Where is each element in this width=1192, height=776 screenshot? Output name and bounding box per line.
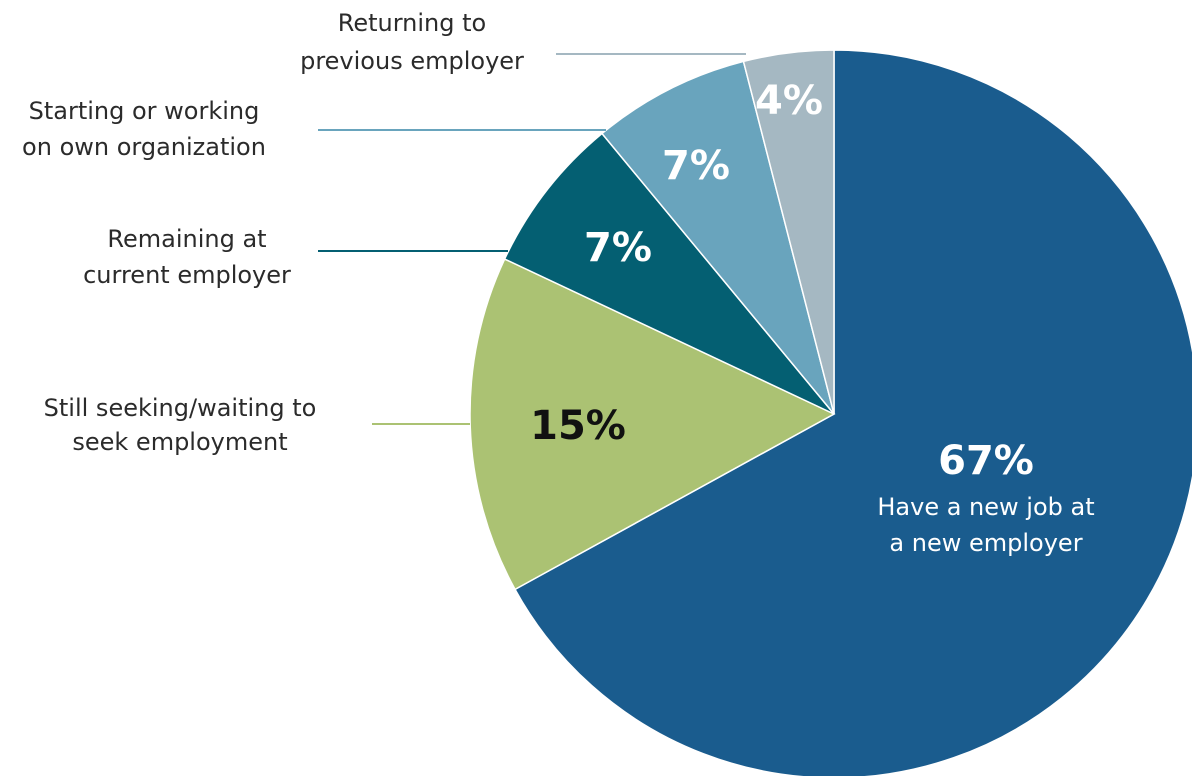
slice-category-label: current employer — [83, 261, 291, 289]
leader-lines — [318, 53, 746, 425]
pie-slices — [469, 49, 1192, 776]
slice-category-label: Still seeking/waiting to — [44, 394, 317, 422]
slice-category-label: seek employment — [72, 428, 287, 456]
slice-value-label: 7% — [662, 143, 730, 189]
slice-category-label: Have a new job at — [877, 493, 1094, 521]
slice-category-label: on own organization — [22, 133, 266, 161]
slice-value-label: 7% — [584, 225, 652, 271]
pie-slice — [469, 258, 836, 591]
pie-slice — [600, 60, 835, 415]
pie-slice — [503, 132, 835, 415]
slice-value-label: 67% — [938, 438, 1034, 484]
slice-category-label: Remaining at — [107, 225, 266, 253]
slice-category-label: Starting or working — [29, 97, 260, 125]
slice-category-label: Returning to — [338, 9, 486, 37]
slice-value-label: 15% — [530, 403, 626, 449]
pie-slice — [742, 49, 835, 415]
slice-category-label: previous employer — [300, 47, 524, 75]
slice-labels: 67% Have a new job at a new employer 15% Sti… — [22, 9, 1095, 557]
slice-category-label: a new employer — [889, 529, 1082, 557]
pie-slice — [514, 49, 1192, 776]
slice-value-label: 4% — [755, 78, 823, 124]
